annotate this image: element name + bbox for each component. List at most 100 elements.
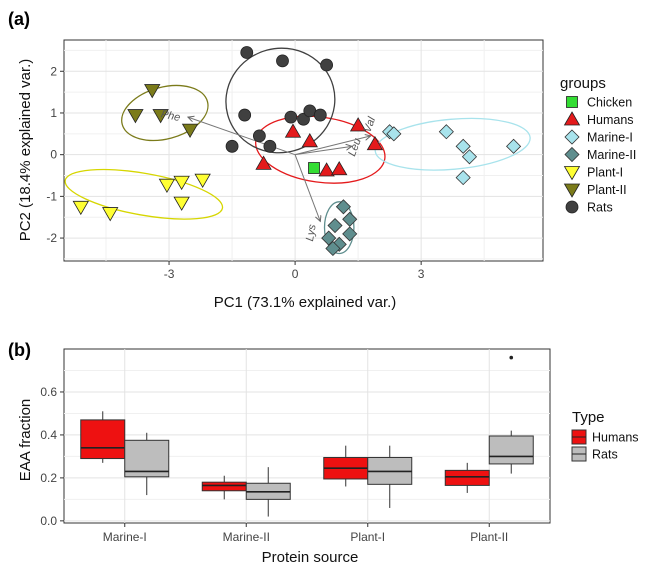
ellipse-marine-ii — [323, 201, 355, 255]
point-rats — [240, 46, 254, 59]
boxplot-legend-title: Type — [572, 409, 605, 426]
point-plant-i — [102, 207, 119, 222]
pca-y-tick-label: 2 — [50, 64, 57, 78]
point-marine-ii — [321, 230, 337, 246]
legend-label-plant-i: Plant-I — [587, 166, 623, 180]
box-rats-plant-ii — [488, 435, 534, 465]
vector-label-phe: Phe — [160, 108, 182, 124]
loading-vector-phe — [188, 117, 296, 156]
boxplot-x-tick-label: Plant-II — [470, 530, 508, 544]
point-marine-i — [386, 126, 402, 142]
point-rats — [225, 139, 239, 153]
vector-label-val: Val — [362, 115, 379, 134]
pca-y-tick-label: 1 — [50, 106, 57, 120]
point-humans — [301, 133, 318, 148]
legend-key-marine-i — [564, 129, 580, 145]
legend-key-humans — [563, 111, 581, 126]
boxplot-y-tick-label: 0.6 — [40, 385, 57, 399]
point-rats — [313, 108, 327, 122]
pca-y-tick-label: -2 — [46, 231, 57, 245]
panel-a-label: (a) — [8, 9, 30, 29]
ellipse-rats — [225, 47, 336, 154]
point-marine-ii — [342, 226, 358, 242]
legend-label-humans: Humans — [592, 431, 639, 445]
legend-label-chicken: Chicken — [587, 96, 632, 110]
pca-y-axis-title: PC2 (18.4% explained var.) — [17, 59, 34, 242]
point-plant-i — [173, 196, 190, 211]
legend-label-plant-ii: Plant-II — [587, 183, 627, 197]
point-marine-ii — [335, 199, 351, 215]
boxplot-legend: Humans Rats — [571, 429, 639, 462]
point-plant-i — [173, 175, 190, 191]
boxplot-x-tick-label: Plant-I — [350, 530, 385, 544]
point-rats — [320, 58, 334, 72]
point-marine-i — [455, 170, 471, 186]
pca-y-tick-label: -1 — [46, 189, 57, 203]
box-humans-marine-ii — [201, 481, 247, 492]
legend-label-humans: Humans — [587, 113, 634, 127]
point-plant-i — [158, 178, 176, 193]
boxplot-x-axis-title: Protein source — [262, 549, 359, 565]
point-chicken — [308, 162, 320, 174]
pca-panel-background — [63, 39, 544, 262]
pca-legend: Chicken Humans Marine-I Marine-II Plant-I Pla… — [563, 96, 636, 215]
pca-x-tick-label: -3 — [164, 267, 175, 281]
point-humans — [255, 155, 272, 170]
point-humans — [349, 117, 367, 132]
pca-legend-title: groups — [560, 75, 606, 92]
loading-vector-lys — [294, 154, 320, 222]
point-rats — [284, 110, 298, 124]
vector-label-lys: Lys — [304, 223, 319, 242]
point-marine-ii — [327, 217, 343, 234]
point-humans — [318, 162, 335, 177]
point-marine-i — [455, 138, 471, 154]
legend-key-marine-ii — [564, 146, 580, 163]
outlier-rats-plant-ii — [509, 355, 514, 360]
boxplot-y-tick-label: 0.4 — [40, 428, 57, 442]
point-humans — [331, 160, 348, 176]
pca-y-tick-label: 0 — [50, 148, 57, 162]
loading-vector-val — [294, 136, 371, 156]
legend-key-plant-ii — [563, 183, 581, 198]
point-humans — [284, 123, 302, 138]
boxplot-panel-background — [63, 348, 551, 524]
point-marine-i — [506, 138, 522, 154]
panel-b-label: (b) — [8, 340, 31, 360]
point-marine-ii — [342, 211, 358, 227]
legend-key-chicken — [566, 96, 578, 108]
point-rats — [276, 54, 289, 68]
point-plant-ii — [127, 109, 144, 124]
point-marine-ii — [325, 240, 341, 257]
point-marine-i — [438, 124, 454, 140]
point-humans — [366, 135, 384, 151]
legend-label-marine-ii: Marine-II — [587, 148, 636, 162]
box-humans-plant-ii — [444, 469, 490, 486]
point-rats — [263, 139, 277, 153]
point-marine-i — [461, 149, 478, 165]
box-humans-marine-i — [80, 419, 126, 460]
point-rats — [252, 129, 266, 143]
point-plant-i — [72, 200, 89, 216]
loading-vector-leu — [295, 146, 352, 156]
point-plant-ii — [181, 123, 199, 138]
ellipse-plant-i — [64, 168, 224, 220]
vector-label-leu: Leu — [346, 137, 364, 158]
boxplot-y-tick-label: 0.2 — [40, 471, 57, 485]
pca-plot: -3 0 3 -2 -1 0 1 2 Phe Val Leu Lys — [46, 39, 544, 281]
pca-x-tick-label: 3 — [418, 267, 425, 281]
boxplot-y-tick-label: 0.0 — [40, 514, 57, 528]
legend-label-rats: Rats — [592, 448, 618, 462]
boxplot: 0.0 0.2 0.4 0.6 Marine-I Marine-II Plant-I Plan… — [40, 348, 551, 544]
ellipse-marine-i — [374, 117, 531, 171]
legend-label-marine-i: Marine-I — [587, 131, 633, 145]
point-plant-ii — [144, 84, 161, 99]
pca-x-axis-title: PC1 (73.1% explained var.) — [214, 294, 397, 311]
point-rats — [238, 108, 252, 122]
pca-x-tick-label: 0 — [292, 267, 299, 281]
legend-label-rats: Rats — [587, 201, 613, 215]
legend-key-rats — [565, 200, 579, 214]
boxplot-y-axis-title: EAA fraction — [17, 399, 34, 482]
point-plant-i — [194, 173, 211, 188]
boxplot-x-tick-label: Marine-I — [103, 530, 147, 544]
